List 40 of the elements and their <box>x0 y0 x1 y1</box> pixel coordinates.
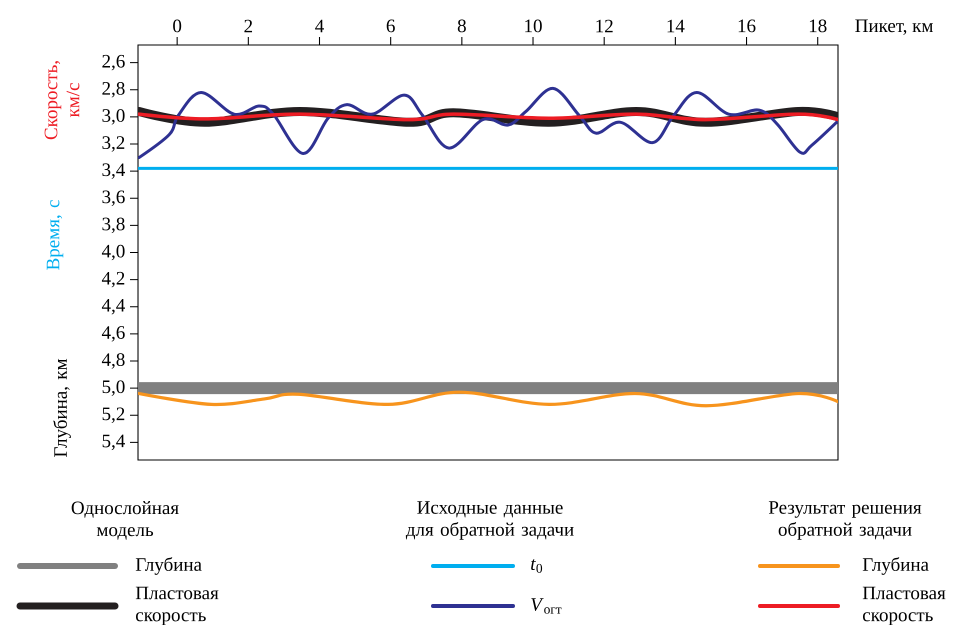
x-tick-label: 14 <box>668 20 685 32</box>
text: Время, с <box>46 200 64 270</box>
y-tick-label: 4,2 <box>102 272 124 288</box>
x-tick-label: 16 <box>738 20 756 32</box>
x-tick-label: 0 <box>173 19 182 32</box>
x-tick-label: 4 <box>315 20 324 32</box>
legend-label: Глубина <box>862 557 929 575</box>
legend-label: V$_{огт}$ <box>531 598 562 614</box>
x-tick-label: 6 <box>386 20 395 32</box>
y-tick-label: 2,8 <box>102 82 125 98</box>
y-tick-label: 3,0 <box>102 109 125 125</box>
y-axis-title: Скорость, км/с <box>44 61 80 140</box>
y-tick-label: 2,6 <box>102 54 125 70</box>
y-tick-label: 4,4 <box>102 299 125 314</box>
x-tick-label: 12 <box>596 20 613 32</box>
y-tick-label: 4,6 <box>102 326 125 342</box>
text: Результат решения обратной задачи <box>768 501 922 540</box>
x-tick-label: 2 <box>244 20 252 32</box>
legend-label: t$_{0}$ <box>531 559 542 573</box>
y-tick-label: 3,8 <box>102 218 125 234</box>
legend-label: Глубина <box>136 557 202 575</box>
x-tick-label: 18 <box>810 19 826 32</box>
text: Исходные данные для обратной задачи <box>406 501 574 540</box>
line-series <box>138 86 838 160</box>
y-tick-label: 3,6 <box>102 190 125 206</box>
legend-label: Пластовая скорость <box>862 586 946 625</box>
y-tick-label: 5,4 <box>102 434 125 450</box>
y-tick-label: 3,4 <box>102 163 125 179</box>
text: Однослойная модель <box>72 501 179 540</box>
x-tick-label: 10 <box>525 19 542 32</box>
y-tick-label: 3,2 <box>102 136 124 152</box>
line-series <box>138 390 838 408</box>
y-tick-label: 4,0 <box>102 244 125 260</box>
text: Глубина, км <box>53 358 71 457</box>
y-tick-label: 4,8 <box>102 353 125 369</box>
y-tick-label: 5,0 <box>102 380 125 396</box>
x-tick-label: 8 <box>458 19 466 32</box>
y-tick-label: 5,2 <box>102 407 124 423</box>
x-axis-title: Пикет, км <box>855 20 933 35</box>
legend-label: Пластовая скорость <box>136 586 218 625</box>
